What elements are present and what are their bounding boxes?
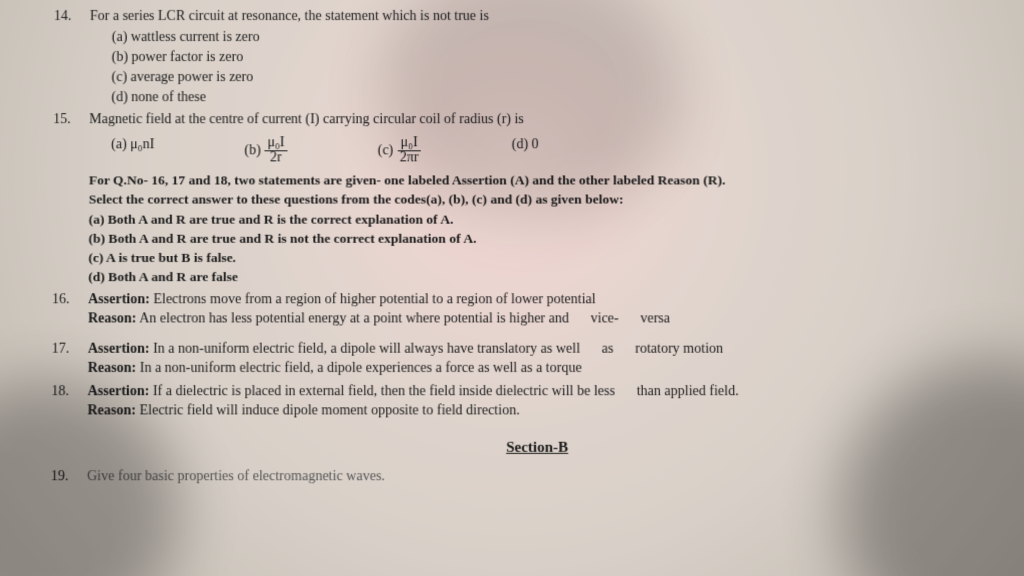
q18: 18. Assertion: If a dielectric is placed… xyxy=(87,383,986,421)
q15-text: Magnetic field at the centre of current … xyxy=(89,112,985,131)
q16-assertion-text: Electrons move from a region of higher p… xyxy=(150,292,596,307)
q14-number: 14. xyxy=(54,8,90,27)
q17-number: 17. xyxy=(52,341,88,360)
q18-reason-text: Electric field will induce dipole moment… xyxy=(136,403,520,418)
q17-reason-text: In a non-uniform electric field, a dipol… xyxy=(136,361,582,376)
q15-opt-c-label: (c) xyxy=(378,143,394,158)
assertion-label: Assertion: xyxy=(88,384,150,399)
instr-line1: For Q.No- 16, 17 and 18, two statements … xyxy=(89,172,985,190)
q16-assertion: Assertion: Electrons move from a region … xyxy=(88,291,986,310)
q15-opt-d: (d) 0 xyxy=(512,137,539,166)
q17-body: Assertion: In a non-uniform electric fie… xyxy=(88,341,987,379)
exam-page: 14. For a series LCR circuit at resonanc… xyxy=(0,0,1024,490)
q19: 19. Give four basic properties of electr… xyxy=(87,468,987,487)
instr-opt-d: (d) Both A and R are false xyxy=(88,268,986,286)
reason-label: Reason: xyxy=(87,403,136,418)
q18-number: 18. xyxy=(51,383,87,402)
q18-reason: Reason: Electric field will induce dipol… xyxy=(87,402,986,421)
q15: 15. Magnetic field at the centre of curr… xyxy=(89,112,985,131)
frac-den: 2πr xyxy=(397,152,422,166)
frac-den: 2r xyxy=(267,152,285,166)
instr-opt-b: (b) Both A and R are true and R is not t… xyxy=(88,230,985,248)
q17-as: as xyxy=(602,341,614,360)
assertion-label: Assertion: xyxy=(88,342,150,357)
q18-assertion: Assertion: If a dielectric is placed in … xyxy=(88,383,987,402)
instr-opt-c: (c) A is true but B is false. xyxy=(88,249,985,267)
q15-opt-a: (a) μ₀nI xyxy=(111,137,154,166)
q15-options: (a) μ₀nI (b) μ₀I 2r (c) μ₀I 2πr (d) 0 xyxy=(89,137,985,166)
instr-line2: Select the correct answer to these quest… xyxy=(89,190,986,208)
q14-opt-a: (a) wattless current is zero xyxy=(112,29,985,48)
q14-opt-b: (b) power factor is zero xyxy=(112,49,985,68)
q18-than-applied: than applied field. xyxy=(637,383,739,402)
assertion-label: Assertion: xyxy=(88,292,150,307)
q16-vice: vice- xyxy=(591,310,619,329)
q16: 16. Assertion: Electrons move from a reg… xyxy=(88,291,986,329)
instr-opt-a: (a) Both A and R are true and R is the c… xyxy=(89,210,986,228)
q14-options: (a) wattless current is zero (b) power f… xyxy=(89,29,984,108)
q14-text: For a series LCR circuit at resonance, t… xyxy=(90,8,984,27)
q15-opt-b: (b) μ₀I 2r xyxy=(244,137,287,166)
q14-opt-d: (d) none of these xyxy=(111,89,984,108)
q14-opt-c: (c) average power is zero xyxy=(111,69,984,88)
q17-rotatory: rotatory motion xyxy=(635,341,723,360)
q15-opt-c: (c) μ₀I 2πr xyxy=(378,137,422,166)
q16-reason: Reason: An electron has less potential e… xyxy=(88,310,986,329)
frac-num: μ₀I xyxy=(398,137,421,152)
frac-num: μ₀I xyxy=(264,137,287,152)
q16-reason-text: An electron has less potential energy at… xyxy=(136,311,569,326)
reason-label: Reason: xyxy=(88,311,137,326)
q16-body: Assertion: Electrons move from a region … xyxy=(88,291,986,329)
q18-assertion-text: If a dielectric is placed in external fi… xyxy=(149,384,615,399)
q18-body: Assertion: If a dielectric is placed in … xyxy=(87,383,986,421)
q17: 17. Assertion: In a non-uniform electric… xyxy=(88,341,987,379)
q15-number: 15. xyxy=(53,112,89,131)
q15-opt-b-label: (b) xyxy=(244,143,260,158)
reason-label: Reason: xyxy=(88,361,137,376)
q19-number: 19. xyxy=(51,468,87,487)
q17-assertion-text: In a non-uniform electric field, a dipol… xyxy=(150,342,581,357)
q15-opt-b-frac: μ₀I 2r xyxy=(264,137,287,166)
q19-text: Give four basic properties of electromag… xyxy=(87,468,987,487)
assertion-instructions: For Q.No- 16, 17 and 18, two statements … xyxy=(88,172,986,287)
q14: 14. For a series LCR circuit at resonanc… xyxy=(90,8,984,27)
section-b-header: Section-B xyxy=(87,438,987,459)
q17-reason: Reason: In a non-uniform electric field,… xyxy=(88,360,987,379)
q16-versa: versa xyxy=(640,310,670,329)
q17-assertion: Assertion: In a non-uniform electric fie… xyxy=(88,341,987,360)
instr-line1-text: For Q.No- 16, 17 and 18, two statements … xyxy=(89,173,726,188)
q16-number: 16. xyxy=(52,291,88,310)
q15-opt-c-frac: μ₀I 2πr xyxy=(397,137,422,166)
